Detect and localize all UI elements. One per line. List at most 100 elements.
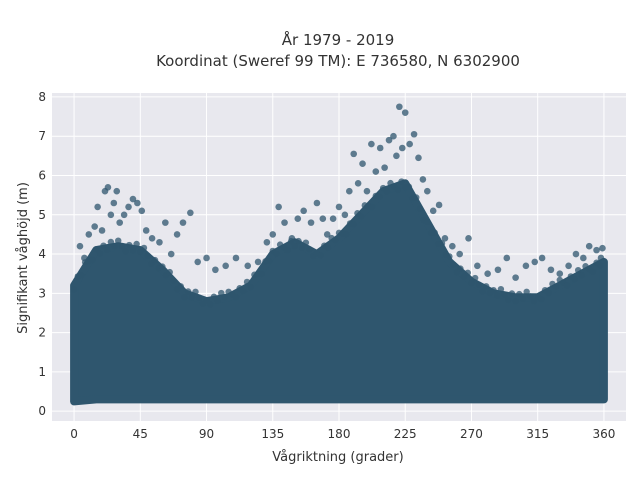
- edge-point: [159, 263, 166, 270]
- data-point: [406, 140, 413, 148]
- y-tick-label: 8: [38, 90, 46, 104]
- edge-point: [563, 282, 571, 289]
- data-point: [288, 235, 296, 242]
- data-point: [254, 258, 262, 266]
- x-axis-title: Vågriktning (grader): [272, 450, 403, 465]
- edge-point: [107, 238, 115, 246]
- data-point: [335, 203, 343, 211]
- edge-point: [126, 241, 133, 249]
- edge-point: [258, 270, 265, 277]
- data-point: [585, 242, 593, 250]
- data-point: [429, 207, 437, 215]
- edge-point: [70, 286, 78, 293]
- edge-point: [416, 205, 424, 212]
- edge-point: [343, 231, 350, 238]
- data-point: [376, 144, 384, 152]
- data-point: [125, 203, 132, 211]
- edge-point: [578, 272, 586, 279]
- data-point: [441, 235, 449, 242]
- edge-point: [482, 283, 490, 290]
- data-point: [512, 274, 519, 281]
- data-point: [116, 219, 124, 226]
- data-point: [401, 109, 409, 116]
- edge-point: [545, 289, 552, 297]
- edge-point: [210, 293, 218, 300]
- data-point: [396, 103, 403, 111]
- data-point: [167, 250, 175, 258]
- edge-point: [501, 291, 508, 298]
- data-point: [244, 262, 252, 270]
- edge-point: [203, 297, 210, 304]
- data-point: [323, 231, 331, 238]
- edge-point: [479, 288, 486, 295]
- data-point: [300, 207, 307, 215]
- data-point: [372, 168, 380, 175]
- y-tick-label: 2: [38, 326, 46, 340]
- edge-point: [170, 277, 177, 284]
- data-point: [319, 215, 327, 223]
- data-point: [85, 231, 93, 238]
- data-point: [203, 254, 210, 262]
- data-point: [556, 270, 564, 277]
- x-tick-label: 45: [133, 427, 148, 441]
- data-point: [222, 262, 229, 270]
- data-point: [138, 207, 146, 215]
- y-tick-label: 0: [38, 404, 46, 418]
- data-point: [179, 219, 187, 226]
- data-point: [113, 187, 121, 195]
- y-tick-label: 6: [38, 168, 46, 182]
- data-point: [329, 215, 337, 223]
- edge-point: [471, 274, 479, 282]
- data-point: [134, 199, 141, 207]
- edge-point: [494, 292, 501, 299]
- data-point: [393, 152, 400, 160]
- edge-point: [78, 272, 85, 279]
- data-point: [599, 244, 606, 252]
- edge-point: [490, 286, 497, 294]
- data-point: [91, 223, 98, 230]
- edge-point: [96, 250, 104, 257]
- edge-point: [505, 296, 512, 304]
- x-tick-label: 0: [70, 427, 78, 441]
- edge-point: [177, 283, 184, 290]
- x-tick-label: 90: [199, 427, 214, 441]
- edge-point: [92, 246, 100, 253]
- edge-point: [523, 288, 530, 295]
- edge-point: [89, 256, 96, 264]
- data-point: [350, 150, 358, 158]
- edge-point: [247, 283, 254, 291]
- data-point: [354, 180, 362, 187]
- edge-point: [357, 213, 365, 220]
- edge-point: [306, 246, 313, 253]
- y-tick-labels: 0 1 2 3 4 5 6 7 8: [38, 90, 46, 418]
- data-point: [503, 254, 511, 262]
- chart-subtitle: Koordinat (Sweref 99 TM): E 736580, N 63…: [156, 52, 520, 70]
- data-point: [346, 187, 353, 195]
- edge-point: [438, 240, 446, 247]
- data-point: [580, 254, 587, 262]
- edge-point: [188, 294, 196, 301]
- data-point: [156, 238, 163, 246]
- edge-point: [383, 188, 391, 195]
- data-point: [104, 183, 112, 191]
- edge-point: [111, 242, 118, 250]
- density-band: [70, 178, 608, 406]
- edge-point: [552, 283, 560, 290]
- edge-point: [291, 242, 299, 250]
- edge-point: [424, 218, 431, 226]
- data-point: [449, 242, 456, 250]
- edge-point: [530, 297, 538, 305]
- data-point: [415, 154, 422, 162]
- edge-point: [214, 297, 221, 304]
- data-point: [142, 227, 150, 234]
- edge-point: [519, 295, 527, 303]
- edge-point: [100, 242, 107, 249]
- data-point: [484, 270, 491, 277]
- edge-point: [221, 293, 229, 301]
- data-point: [162, 219, 169, 226]
- edge-point: [464, 269, 471, 276]
- x-tick-label: 180: [328, 427, 351, 441]
- edge-point: [350, 221, 357, 228]
- y-tick-label: 1: [38, 365, 46, 379]
- data-point: [263, 238, 271, 246]
